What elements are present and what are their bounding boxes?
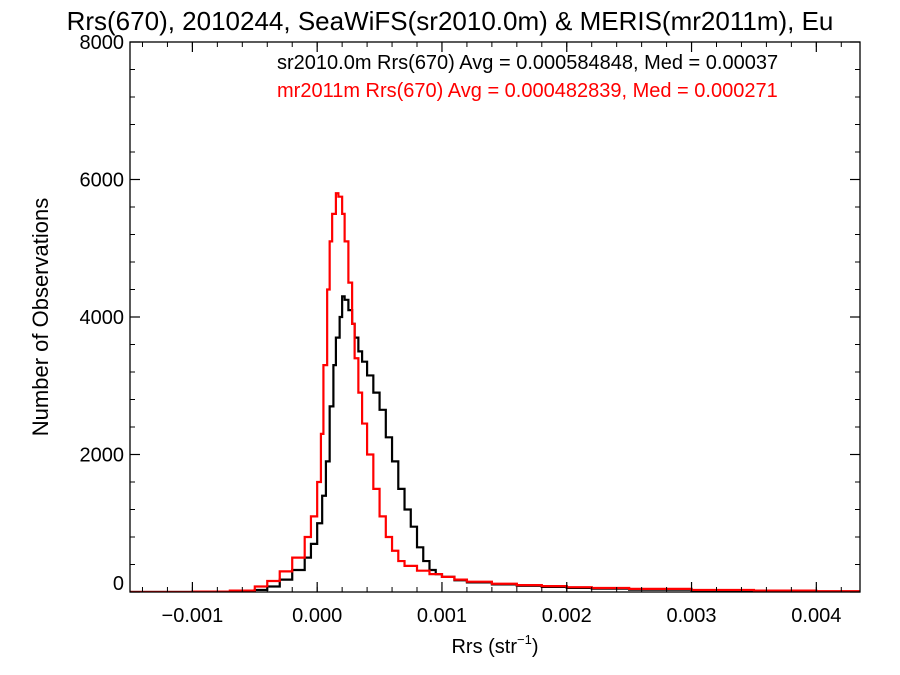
x-tick-label: 0.000	[292, 605, 342, 627]
plot-frame	[129, 41, 861, 593]
x-tick-label: −0.001	[162, 605, 224, 627]
y-tick-label: 8000	[80, 32, 125, 54]
y-tick-label: 0	[113, 573, 124, 595]
x-axis-label: Rrs (str−1)	[451, 632, 538, 658]
y-axis-label: Number of Observations	[28, 198, 53, 436]
series-layer	[130, 192, 860, 592]
y-tick-label: 2000	[80, 445, 125, 467]
x-tick-label: 0.001	[417, 605, 467, 627]
x-axis-label-superscript: −1	[517, 632, 532, 647]
x-tick-label: 0.004	[791, 605, 841, 627]
series-line-sr2010.0m	[130, 295, 860, 592]
x-axis-label-close: )	[532, 636, 539, 658]
series-line-mr2011m	[130, 192, 860, 592]
legend-entry-sr2010: sr2010.0m Rrs(670) Avg = 0.000584848, Me…	[277, 52, 778, 74]
chart-title: Rrs(670), 2010244, SeaWiFS(sr2010.0m) & …	[67, 6, 834, 36]
x-axis: −0.001 0.000 0.001 0.002 0.003 0.004	[141, 42, 842, 627]
y-axis: 0 2000 4000 6000 8000	[80, 32, 860, 595]
x-tick-label: 0.003	[667, 605, 717, 627]
y-tick-label: 4000	[80, 307, 125, 329]
x-tick-label: 0.002	[542, 605, 592, 627]
x-axis-label-main: Rrs (str	[451, 636, 517, 658]
legend-entry-mr2011: mr2011m Rrs(670) Avg = 0.000482839, Med …	[277, 80, 778, 102]
y-tick-label: 6000	[80, 170, 125, 192]
